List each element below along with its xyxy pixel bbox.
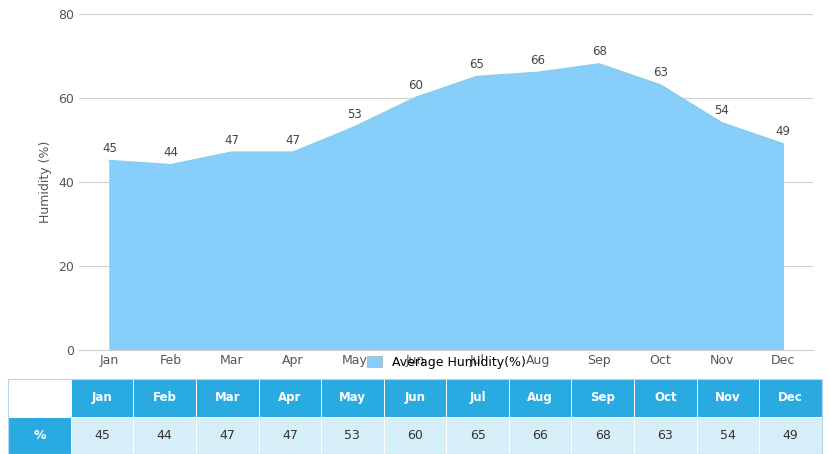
- Text: %: %: [33, 429, 46, 442]
- Text: 60: 60: [408, 79, 423, 92]
- Text: 47: 47: [219, 429, 235, 442]
- Text: Aug: Aug: [527, 391, 553, 405]
- Text: Mar: Mar: [214, 391, 240, 405]
- Text: 63: 63: [657, 429, 673, 442]
- Bar: [634, 417, 696, 454]
- Bar: [509, 379, 571, 417]
- Text: 66: 66: [532, 429, 548, 442]
- Y-axis label: Humidity (%): Humidity (%): [40, 140, 52, 223]
- Text: 65: 65: [469, 58, 484, 71]
- Text: 49: 49: [775, 125, 790, 138]
- Bar: [571, 417, 634, 454]
- Bar: [759, 379, 822, 417]
- Text: 68: 68: [595, 429, 611, 442]
- Bar: [259, 379, 321, 417]
- Text: Jun: Jun: [404, 391, 426, 405]
- Bar: [196, 379, 259, 417]
- Bar: [759, 417, 822, 454]
- Bar: [571, 379, 634, 417]
- Text: 63: 63: [653, 66, 668, 79]
- Text: 53: 53: [347, 109, 362, 122]
- Bar: [447, 379, 509, 417]
- Text: 68: 68: [592, 45, 607, 59]
- Bar: [134, 379, 196, 417]
- Text: 47: 47: [224, 133, 239, 147]
- Text: Apr: Apr: [278, 391, 301, 405]
- Bar: [383, 417, 447, 454]
- Text: 47: 47: [286, 133, 300, 147]
- Text: 60: 60: [407, 429, 423, 442]
- Text: 53: 53: [344, 429, 360, 442]
- Text: 65: 65: [470, 429, 486, 442]
- Text: 45: 45: [102, 142, 117, 155]
- Text: Feb: Feb: [153, 391, 177, 405]
- Text: 47: 47: [282, 429, 298, 442]
- Text: 54: 54: [720, 429, 735, 442]
- Legend: Average Humidity(%): Average Humidity(%): [367, 356, 525, 369]
- Bar: [8, 379, 71, 417]
- Text: 66: 66: [530, 54, 545, 67]
- Bar: [447, 417, 509, 454]
- Bar: [71, 379, 134, 417]
- Text: Dec: Dec: [778, 391, 803, 405]
- Text: Nov: Nov: [715, 391, 740, 405]
- Bar: [259, 417, 321, 454]
- Bar: [321, 379, 383, 417]
- Bar: [383, 379, 447, 417]
- Text: Sep: Sep: [590, 391, 615, 405]
- Text: Jan: Jan: [92, 391, 113, 405]
- Text: 54: 54: [714, 104, 729, 117]
- Bar: [196, 417, 259, 454]
- Text: May: May: [339, 391, 366, 405]
- Bar: [134, 417, 196, 454]
- Bar: [509, 417, 571, 454]
- Bar: [8, 417, 71, 454]
- Text: Jul: Jul: [469, 391, 486, 405]
- Text: 44: 44: [164, 146, 178, 159]
- Bar: [634, 379, 696, 417]
- Text: 45: 45: [95, 429, 110, 442]
- Bar: [696, 417, 759, 454]
- Bar: [696, 379, 759, 417]
- Bar: [321, 417, 383, 454]
- Text: Oct: Oct: [654, 391, 676, 405]
- Text: 44: 44: [157, 429, 173, 442]
- Text: 49: 49: [783, 429, 798, 442]
- Bar: [71, 417, 134, 454]
